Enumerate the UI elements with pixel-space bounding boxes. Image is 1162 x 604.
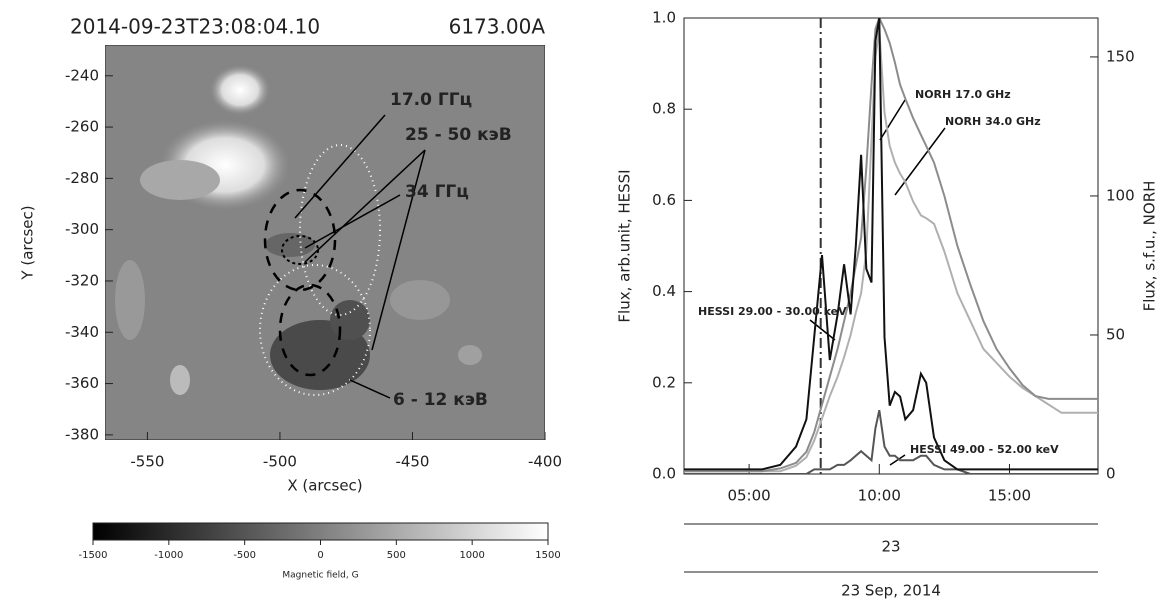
legend-label: HESSI 29.00 - 30.00 keV (698, 305, 847, 318)
leader-lines (294, 99, 946, 466)
colorbar-tick-label: 0 (317, 550, 323, 561)
colorbar (92, 522, 549, 541)
colorbar-tick-label: -500 (233, 550, 256, 561)
colorbar-tick-label: -1500 (78, 550, 107, 561)
annotation: 25 - 50 кэВ (405, 125, 512, 145)
annotation: 34 ГГц (405, 182, 469, 202)
x-tick-label: -450 (395, 453, 429, 471)
colorbar-tick-label: 1500 (535, 550, 560, 561)
y-tick-label: 0.2 (652, 373, 676, 391)
y2-tick-label: 0 (1106, 465, 1116, 483)
colorbar-tick-label: -1000 (154, 550, 183, 561)
y-axis-label: Flux, arb.unit, HESSI (616, 169, 634, 322)
colorbar-tick-label: 1000 (459, 550, 484, 561)
colorbar-tick-label: 500 (387, 550, 406, 561)
annotation: 17.0 ГГц (390, 90, 472, 110)
legend-label: HESSI 49.00 - 52.00 keV (910, 443, 1059, 456)
y2-tick-label: 150 (1106, 47, 1135, 65)
subtitle: 6173.00A (449, 15, 546, 39)
x-tick-label: -400 (528, 453, 562, 471)
y-tick-label: 1.0 (652, 9, 676, 27)
y-tick-label: 0.0 (652, 465, 676, 483)
series-line (684, 28, 1098, 473)
x-tick-label: 10:00 (858, 487, 901, 505)
y-tick-label: -340 (65, 323, 99, 341)
y-tick-label: 0.8 (652, 100, 676, 118)
y-tick-label: 0.4 (652, 282, 676, 300)
legend-label: NORH 34.0 GHz (945, 115, 1041, 128)
y-tick-label: -360 (65, 374, 99, 392)
x-day-label: 23 (881, 538, 900, 556)
y-tick-label: -300 (65, 220, 99, 238)
x-tick-label: -550 (130, 453, 164, 471)
x-tick-label: -500 (263, 453, 297, 471)
y2-axis-label: Flux, s.f.u., NORH (1141, 181, 1159, 312)
y-tick-label: 0.6 (652, 191, 676, 209)
x-tick-label: 15:00 (988, 487, 1031, 505)
y2-tick-label: 50 (1106, 325, 1125, 343)
plot-frame (683, 17, 1099, 475)
colorbar-label: Magnetic field, G (282, 571, 358, 581)
series-line (684, 409, 1098, 474)
annotation: 6 - 12 кэВ (393, 390, 488, 410)
y-tick-label: -320 (65, 271, 99, 289)
magnetogram (105, 45, 545, 440)
y-tick-label: -380 (65, 425, 99, 443)
y-axis-label: Y (arcsec) (19, 205, 37, 280)
y2-tick-label: 100 (1106, 186, 1135, 204)
y-tick-label: -260 (65, 118, 99, 136)
legend-label: NORH 17.0 GHz (915, 88, 1011, 101)
y-tick-label: -280 (65, 169, 99, 187)
x-date-label: 23 Sep, 2014 (841, 582, 941, 600)
x-tick-label: 05:00 (727, 487, 770, 505)
series-line (684, 18, 1098, 471)
x-axis-label: X (arcsec) (287, 477, 362, 495)
title: 2014-09-23T23:08:04.10 (70, 15, 320, 39)
y-tick-label: -240 (65, 66, 99, 84)
series-line (684, 18, 1098, 473)
